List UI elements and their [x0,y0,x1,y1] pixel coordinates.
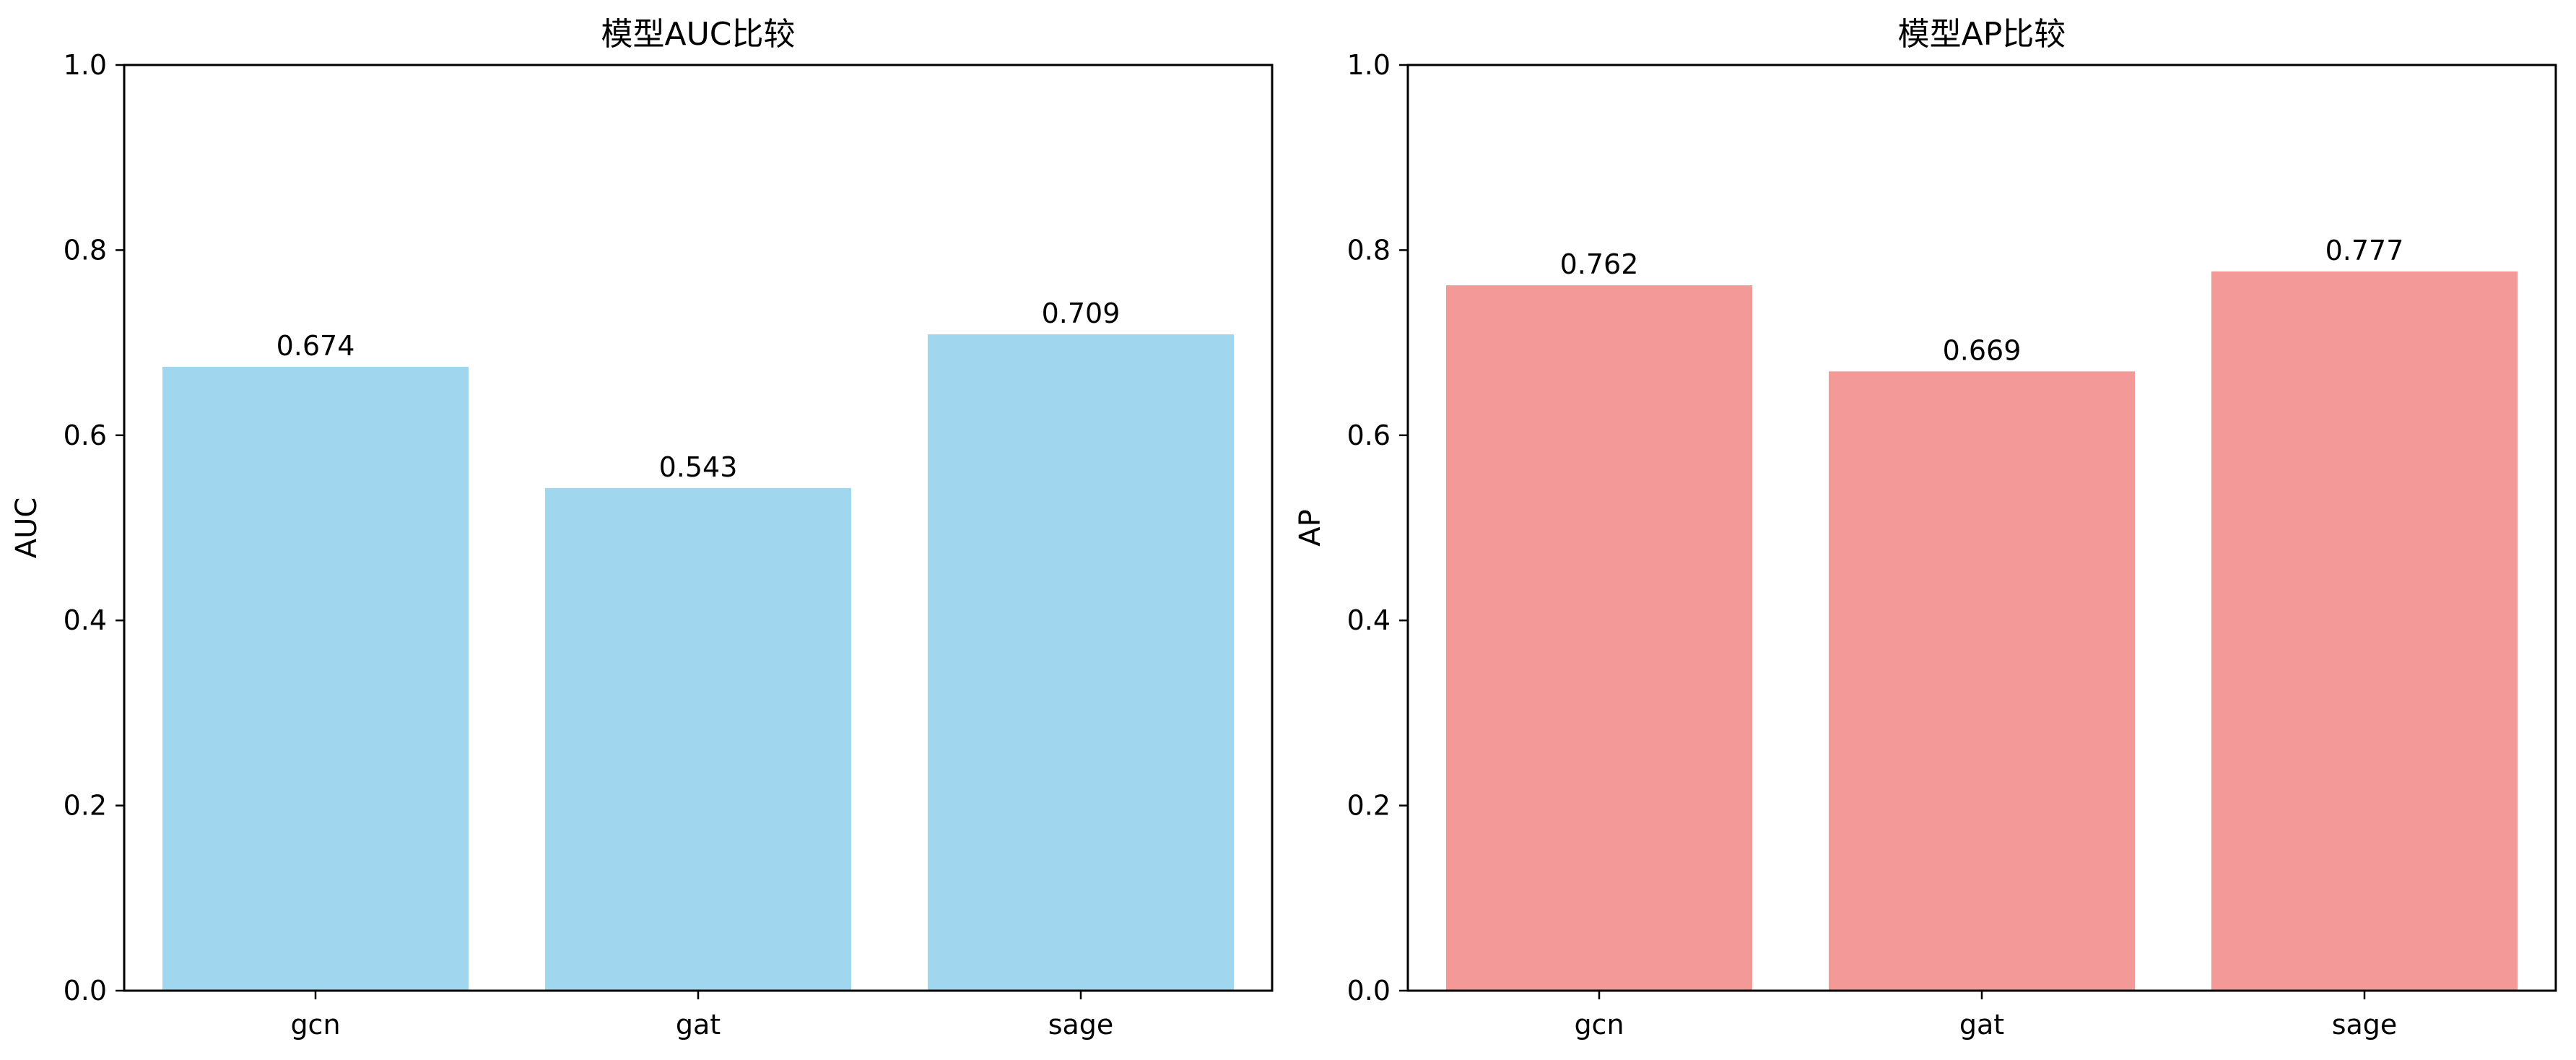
auc-chart-ylabel: AUC [10,498,43,559]
auc-chart-xtick-label-gat: gat [676,1009,721,1041]
auc-chart-value-label: 0.674 [277,330,355,362]
auc-chart-bar-gat [545,487,851,991]
ap-chart-ylabel: AP [1294,509,1327,546]
ap-chart-bar-gat [1829,371,2135,991]
ap-chart-value-label: 0.762 [1560,248,1639,280]
auc-chart-ytick-label: 0.6 [64,420,107,451]
auc-chart-bar-sage [928,334,1234,991]
auc-chart-ytick-label: 0.8 [64,234,107,266]
ap-chart-bars: 0.762 0.669 0.777 [1446,235,2518,991]
auc-chart-bar-gcn [162,366,469,991]
ap-chart-xticks: gcn gat sage [1574,991,2397,1041]
ap-chart-xtick-label-gcn: gcn [1574,1009,1624,1041]
auc-chart-title: 模型AUC比较 [601,16,795,53]
auc-chart-ytick-label: 0.0 [64,975,107,1007]
auc-chart-ytick-label: 0.4 [64,604,107,636]
ap-chart-ytick-label: 0.8 [1347,234,1391,266]
auc-chart-frame [123,64,1274,992]
ap-chart-value-label: 0.777 [2325,235,2404,266]
ap-chart-title: 模型AP比较 [1898,16,2066,53]
auc-chart-xticks: gcn gat sage [290,991,1113,1041]
auc-chart-xtick-label-gcn: gcn [290,1009,340,1041]
ap-chart-ytick-label: 1.0 [1347,49,1391,81]
ap-chart-frame [1406,64,2557,992]
auc-chart-yticks: 0.0 0.2 0.4 0.6 0.8 1.0 [64,49,124,1007]
auc-chart-value-label: 0.543 [659,451,738,483]
auc-chart-ytick-label: 0.2 [64,790,107,822]
ap-chart-bar-sage [2211,271,2518,991]
ap-chart: 模型AP比较 AP 0.00.20.40.60.81.0 0.7620.6690… [1294,16,2557,1041]
ap-chart-ytick-label: 0.4 [1347,604,1391,636]
ap-chart-ytick-label: 0.2 [1347,790,1391,822]
auc-chart-ytick-label: 1.0 [64,49,107,81]
auc-chart: 模型AUC比较 AUC 0.0 0.2 0.4 0.6 0.8 1.0 0.674 0.54… [10,16,1274,1041]
ap-chart-xtick-label-gat: gat [1959,1009,2004,1041]
ap-chart-xtick-label-sage: sage [2332,1009,2398,1041]
ap-chart-bar-gcn [1446,285,1752,991]
ap-chart-value-label: 0.669 [1943,334,2022,366]
auc-chart-xtick-label-sage: sage [1048,1009,1114,1041]
auc-chart-value-label: 0.709 [1042,297,1121,329]
ap-chart-ytick-label: 0.6 [1347,420,1391,451]
ap-chart-ytick-label: 0.0 [1347,975,1391,1007]
auc-chart-bars: 0.674 0.543 0.709 [162,297,1234,991]
ap-chart-yticks: 0.0 0.2 0.4 0.6 0.8 1.0 [1347,49,1408,1007]
